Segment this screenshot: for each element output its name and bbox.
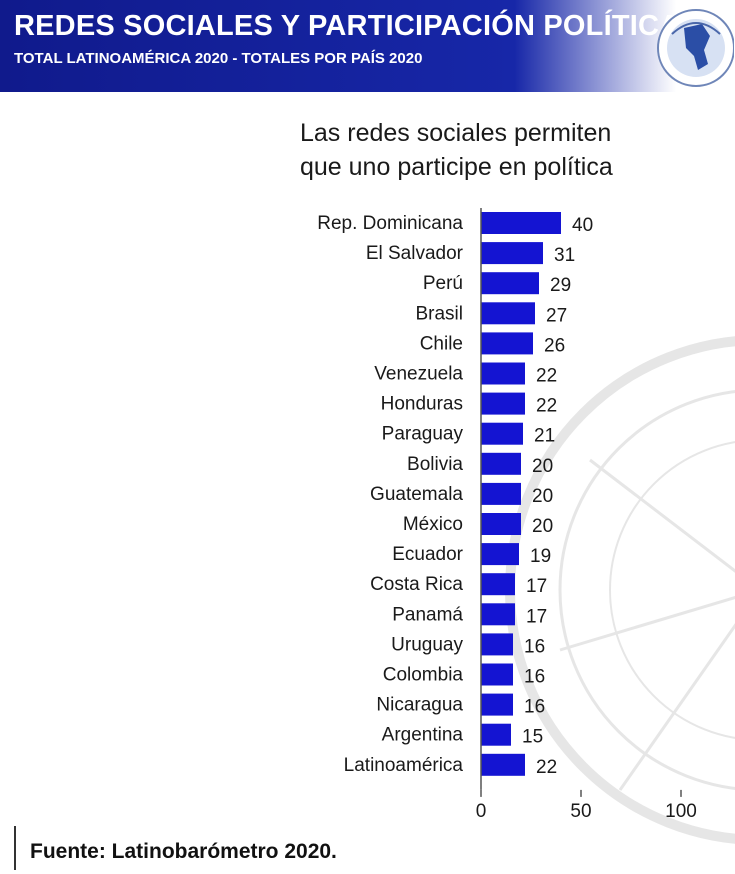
value-label: 31 <box>554 245 575 266</box>
category-label: Rep. Dominicana <box>317 213 463 234</box>
value-label: 19 <box>530 546 551 567</box>
value-label: 22 <box>536 757 557 778</box>
category-label: Venezuela <box>374 364 463 385</box>
value-label: 17 <box>526 576 547 597</box>
bar <box>481 422 523 445</box>
bar <box>481 332 533 355</box>
category-label: Argentina <box>382 725 464 746</box>
value-label: 15 <box>522 727 543 748</box>
x-tick-label: 0 <box>476 801 487 822</box>
source-note: Fuente: Latinobarómetro 2020. <box>30 840 337 863</box>
category-label: Latinoamérica <box>344 755 464 776</box>
category-label: Colombia <box>383 665 464 686</box>
value-label: 40 <box>572 215 593 236</box>
bar <box>481 242 543 265</box>
value-label: 20 <box>532 516 553 537</box>
category-label: Bolivia <box>407 454 463 475</box>
value-label: 17 <box>526 606 547 627</box>
latinobarometro-logo-icon <box>657 9 734 87</box>
bar <box>481 392 525 415</box>
category-label: Chile <box>420 333 463 354</box>
value-label: 26 <box>544 335 565 356</box>
bar <box>481 573 515 596</box>
chart-title: Las redes sociales permiten que uno part… <box>300 116 690 184</box>
category-label: Guatemala <box>370 484 463 505</box>
bar <box>481 452 521 475</box>
bar <box>481 513 521 535</box>
category-label: Costa Rica <box>370 574 463 595</box>
source-divider <box>14 826 16 870</box>
header-banner: REDES SOCIALES Y PARTICIPACIÓN POLÍTICA … <box>0 0 735 92</box>
value-label: 21 <box>534 426 555 447</box>
bar <box>481 302 535 325</box>
category-label: Uruguay <box>391 634 463 655</box>
category-label: Honduras <box>381 394 463 415</box>
chart-title-line-1: Las redes sociales permiten <box>300 119 612 147</box>
value-label: 16 <box>524 697 545 718</box>
x-tick-label: 100 <box>665 801 697 822</box>
category-label: Ecuador <box>392 544 463 565</box>
bar <box>481 543 519 566</box>
bar <box>481 362 525 385</box>
value-label: 22 <box>536 396 557 417</box>
bar <box>481 272 539 295</box>
value-label: 22 <box>536 366 557 387</box>
bar-chart: Rep. Dominicana 40 El Salvador 31 Perú 29 Bras… <box>317 208 697 822</box>
bar <box>481 212 561 234</box>
value-label: 29 <box>550 275 571 296</box>
bar <box>481 753 525 776</box>
category-label: Brasil <box>415 303 463 324</box>
value-label: 20 <box>532 486 553 507</box>
bar <box>481 663 513 686</box>
value-label: 16 <box>524 667 545 688</box>
banner-title: REDES SOCIALES Y PARTICIPACIÓN POLÍTICA <box>14 10 681 42</box>
category-label: Panamá <box>392 604 463 625</box>
category-label: Paraguay <box>382 424 464 445</box>
value-label: 16 <box>524 636 545 657</box>
category-label: México <box>403 514 463 535</box>
bar <box>481 693 513 716</box>
chart-title-line-2: que uno participe en política <box>300 153 613 181</box>
value-label: 27 <box>546 305 567 326</box>
x-tick-label: 50 <box>570 801 591 822</box>
bar <box>481 603 515 626</box>
bar <box>481 633 513 656</box>
category-label: Nicaragua <box>376 695 463 716</box>
value-label: 20 <box>532 456 553 477</box>
category-label: El Salvador <box>366 243 464 264</box>
category-label: Perú <box>423 273 463 294</box>
bar <box>481 723 511 746</box>
banner-subtitle: TOTAL LATINOAMÉRICA 2020 - TOTALES POR P… <box>14 50 423 67</box>
bar <box>481 482 521 505</box>
